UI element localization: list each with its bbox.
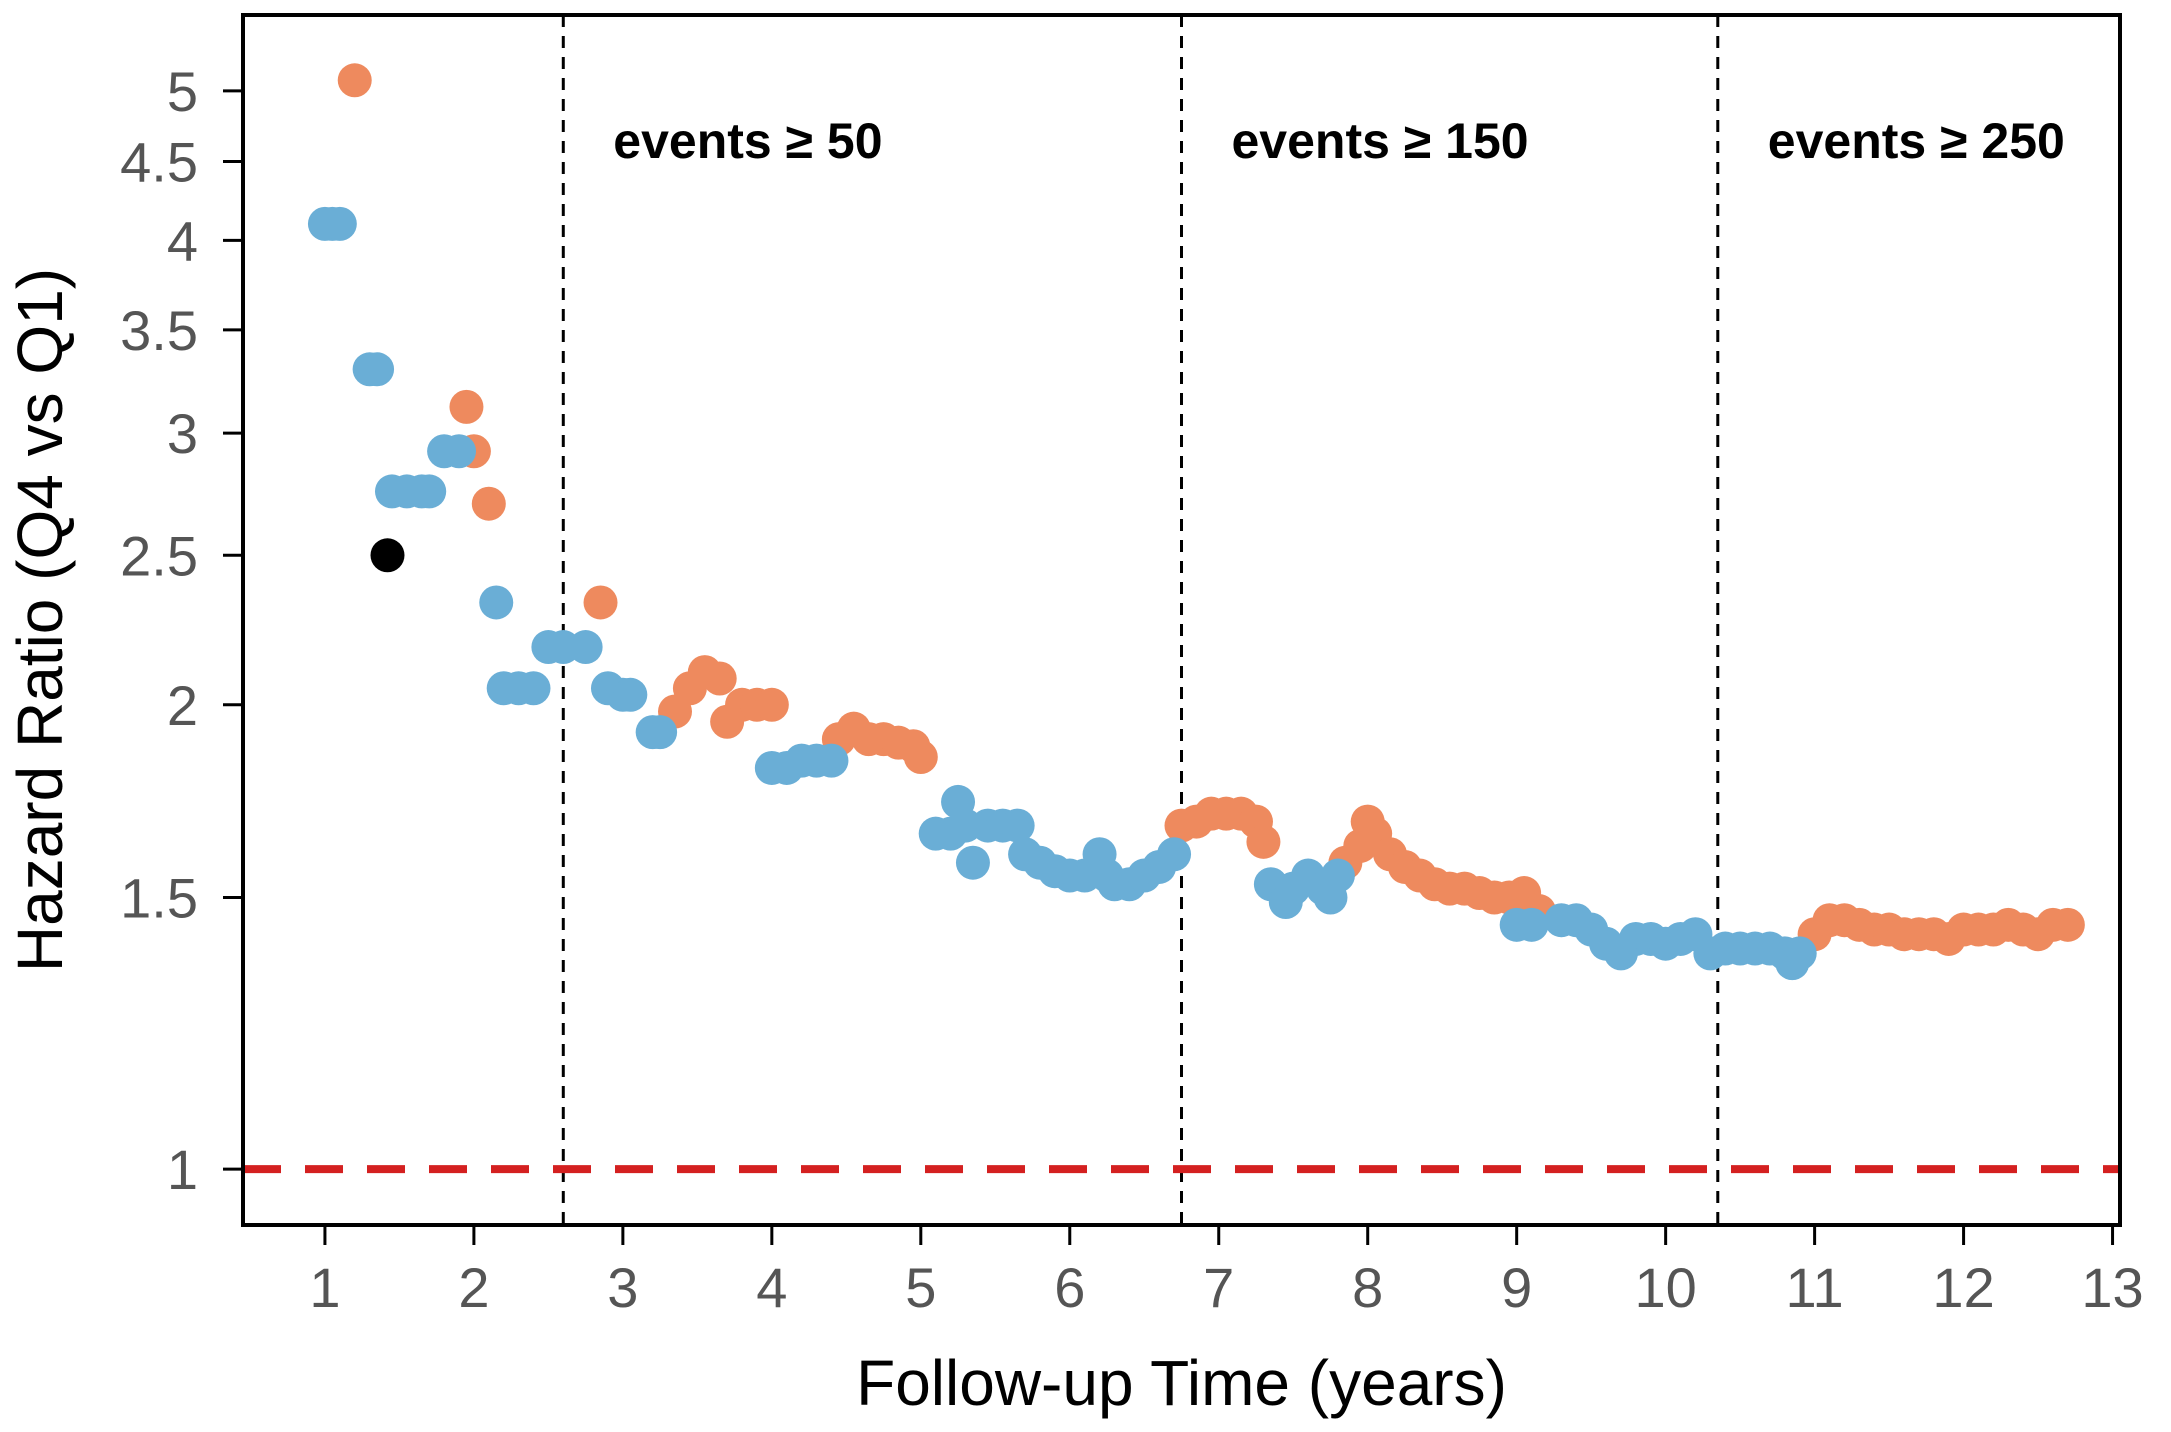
orange-point xyxy=(1246,824,1281,859)
black-point xyxy=(370,538,405,573)
x-tick-label: 6 xyxy=(1054,1256,1085,1319)
x-tick-label: 5 xyxy=(905,1256,936,1319)
x-tick-label: 3 xyxy=(607,1256,638,1319)
y-tick-label: 1.5 xyxy=(120,867,198,930)
x-axis-title: Follow-up Time (years) xyxy=(856,1347,1507,1419)
blue-point xyxy=(1157,837,1192,872)
threshold-label: events ≥ 150 xyxy=(1232,113,1529,169)
x-tick-label: 10 xyxy=(1634,1256,1696,1319)
blue-point xyxy=(1320,858,1355,893)
y-axis-title: Hazard Ratio (Q4 vs Q1) xyxy=(4,268,76,972)
x-tick-label: 9 xyxy=(1501,1256,1532,1319)
blue-point xyxy=(516,671,551,706)
orange-point xyxy=(583,585,618,620)
blue-point xyxy=(479,585,514,620)
orange-point xyxy=(702,661,737,696)
x-tick-label: 4 xyxy=(756,1256,787,1319)
x-tick-label: 1 xyxy=(309,1256,340,1319)
y-tick-label: 4 xyxy=(167,209,198,272)
orange-point xyxy=(2050,907,2085,942)
blue-point xyxy=(412,474,447,509)
blue-point xyxy=(955,845,990,880)
x-tick-label: 11 xyxy=(1786,1256,1844,1319)
threshold-annotations: events ≥ 50 events ≥ 150 events ≥ 250 xyxy=(613,113,2065,169)
blue-point xyxy=(442,434,477,469)
data-points xyxy=(307,63,2085,981)
blue-point xyxy=(322,206,357,241)
blue-point xyxy=(1514,907,1549,942)
x-tick-label: 7 xyxy=(1203,1256,1234,1319)
y-tick-label: 1 xyxy=(167,1138,198,1201)
plot-frame xyxy=(241,13,2122,1227)
orange-point xyxy=(449,389,484,424)
blue-point xyxy=(568,630,603,665)
x-tick-label: 2 xyxy=(458,1256,489,1319)
orange-point xyxy=(471,486,506,521)
y-tick-label: 2 xyxy=(167,674,198,737)
blue-point xyxy=(613,677,648,712)
blue-point xyxy=(643,715,678,750)
blue-point xyxy=(1000,808,1035,843)
blue-point xyxy=(814,743,849,778)
x-tick-label: 13 xyxy=(2081,1256,2143,1319)
blue-point xyxy=(1782,936,1817,971)
orange-point xyxy=(754,687,789,722)
threshold-label: events ≥ 50 xyxy=(613,113,882,169)
y-tick-label: 4.5 xyxy=(120,131,198,194)
y-tick-label: 3 xyxy=(167,402,198,465)
y-tick-label: 3.5 xyxy=(120,299,198,362)
orange-point xyxy=(337,63,372,98)
threshold-lines xyxy=(561,15,1720,1225)
x-axis: 1 2 3 4 5 6 7 8 9 10 11 12 13 xyxy=(309,1225,2144,1319)
y-axis: 1 1.5 2 2.5 3 3.5 4 4.5 5 xyxy=(120,60,243,1201)
orange-point xyxy=(903,740,938,775)
x-tick-label: 12 xyxy=(1932,1256,1994,1319)
y-tick-label: 2.5 xyxy=(120,524,198,587)
y-tick-label: 5 xyxy=(167,60,198,123)
x-tick-label: 8 xyxy=(1352,1256,1383,1319)
threshold-label: events ≥ 250 xyxy=(1768,113,2065,169)
blue-point xyxy=(360,352,395,387)
